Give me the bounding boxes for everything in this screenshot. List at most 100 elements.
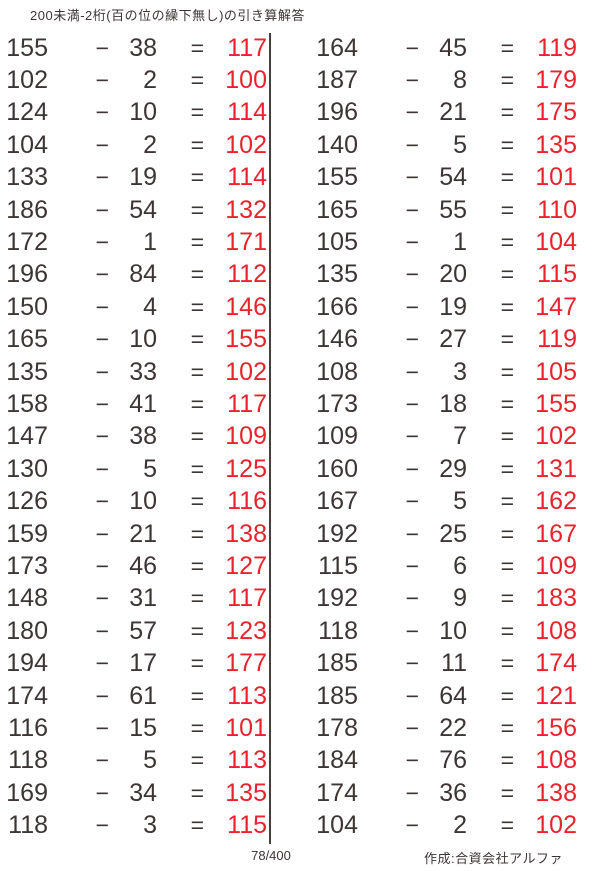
equation-row: 166 −19 = 147	[310, 291, 600, 323]
equals-sign: =	[190, 682, 204, 709]
minuend: 184	[316, 746, 358, 775]
subtrahend: 19	[129, 163, 157, 192]
page-title: 200未満-2桁(百の位の繰下無し)の引き算解答	[30, 8, 305, 23]
equals-sign: =	[500, 812, 514, 839]
minuend: 180	[6, 616, 48, 645]
subtrahend: 27	[439, 325, 467, 354]
answer: 146	[225, 292, 267, 321]
subtrahend: 20	[439, 260, 467, 289]
answer: 114	[227, 163, 267, 192]
minus-sign: −	[95, 617, 109, 644]
equals-sign: =	[500, 34, 514, 61]
equals-sign: =	[500, 293, 514, 320]
equation-row: 169 −34 = 135	[0, 777, 268, 809]
minuend: 165	[6, 325, 48, 354]
subtrahend: 21	[129, 519, 157, 548]
answer: 125	[225, 454, 267, 483]
equals-sign: =	[190, 131, 204, 158]
equals-sign: =	[500, 585, 514, 612]
equation-row: 104 − 2 = 102	[0, 129, 268, 161]
problems-column-right: 164−45 = 119 187−8 = 179 196−21 = 175 140−5 = 135 15…	[270, 32, 600, 842]
subtrahend: 18	[439, 389, 467, 418]
equation-row: 116 −15 = 101	[0, 712, 268, 744]
equals-sign: =	[190, 747, 204, 774]
minus-sign: −	[405, 99, 419, 126]
answer: 109	[225, 422, 267, 451]
answer: 100	[225, 66, 267, 95]
subtrahend: 17	[129, 649, 157, 678]
equation-row: 104 − 2 = 102	[310, 809, 600, 841]
subtrahend: 1	[143, 228, 157, 257]
answer: 119	[537, 325, 577, 354]
answer: 121	[535, 681, 577, 710]
equation-row: 158 −41 = 117	[0, 388, 268, 420]
minus-sign: −	[95, 714, 109, 741]
equals-sign: =	[500, 131, 514, 158]
subtrahend: 10	[129, 325, 157, 354]
subtrahend: 33	[129, 357, 157, 386]
answer: 102	[535, 422, 577, 451]
equals-sign: =	[190, 261, 204, 288]
minuend: 174	[6, 681, 48, 710]
subtrahend: 84	[129, 260, 157, 289]
subtrahend: 15	[129, 713, 157, 742]
minuend: 167	[316, 487, 358, 516]
minus-sign: −	[95, 34, 109, 61]
equation-row: 126 −10 = 116	[0, 485, 268, 517]
subtrahend: 54	[129, 195, 157, 224]
equation-row: 196 −21 = 175	[310, 97, 600, 129]
subtrahend: 5	[453, 487, 467, 516]
equation-row: 184 −76 = 108	[310, 745, 600, 777]
equals-sign: =	[190, 423, 204, 450]
minus-sign: −	[405, 488, 419, 515]
answer: 155	[225, 325, 267, 354]
equals-sign: =	[500, 67, 514, 94]
equation-row: 187 − 8 = 179	[310, 64, 600, 96]
answer: 101	[225, 713, 267, 742]
minus-sign: −	[405, 779, 419, 806]
minus-sign: −	[405, 747, 419, 774]
minuend: 126	[6, 487, 48, 516]
subtrahend: 5	[453, 130, 467, 159]
equals-sign: =	[500, 617, 514, 644]
answer: 131	[535, 454, 577, 483]
equals-sign: =	[500, 714, 514, 741]
minus-sign: −	[95, 164, 109, 191]
subtrahend: 5	[143, 454, 157, 483]
subtrahend: 10	[439, 616, 467, 645]
answer: 108	[535, 746, 577, 775]
subtrahend: 38	[129, 33, 157, 62]
answer: 117	[227, 584, 267, 613]
minuend: 158	[6, 389, 48, 418]
minuend: 104	[6, 130, 48, 159]
equals-sign: =	[190, 34, 204, 61]
equation-row: 194 −17 = 177	[0, 647, 268, 679]
answer: 132	[225, 195, 267, 224]
minuend: 194	[6, 649, 48, 678]
subtrahend: 19	[439, 292, 467, 321]
minus-sign: −	[405, 293, 419, 320]
minuend: 160	[316, 454, 358, 483]
minuend: 173	[316, 389, 358, 418]
answer: 102	[225, 130, 267, 159]
subtrahend: 64	[439, 681, 467, 710]
answer: 167	[535, 519, 577, 548]
minuend: 173	[6, 551, 48, 580]
equals-sign: =	[500, 552, 514, 579]
minus-sign: −	[405, 455, 419, 482]
equation-row: 192 − 9 = 183	[310, 583, 600, 615]
minus-sign: −	[95, 812, 109, 839]
subtrahend: 55	[439, 195, 467, 224]
subtrahend: 54	[439, 163, 467, 192]
equals-sign: =	[190, 552, 204, 579]
answer: 138	[535, 778, 577, 807]
minus-sign: −	[405, 520, 419, 547]
answer: 113	[227, 681, 267, 710]
equation-row: 108 − 3 = 105	[310, 356, 600, 388]
subtrahend: 10	[129, 98, 157, 127]
minuend: 192	[316, 519, 358, 548]
equals-sign: =	[190, 196, 204, 223]
answer: 127	[225, 551, 267, 580]
minus-sign: −	[95, 390, 109, 417]
